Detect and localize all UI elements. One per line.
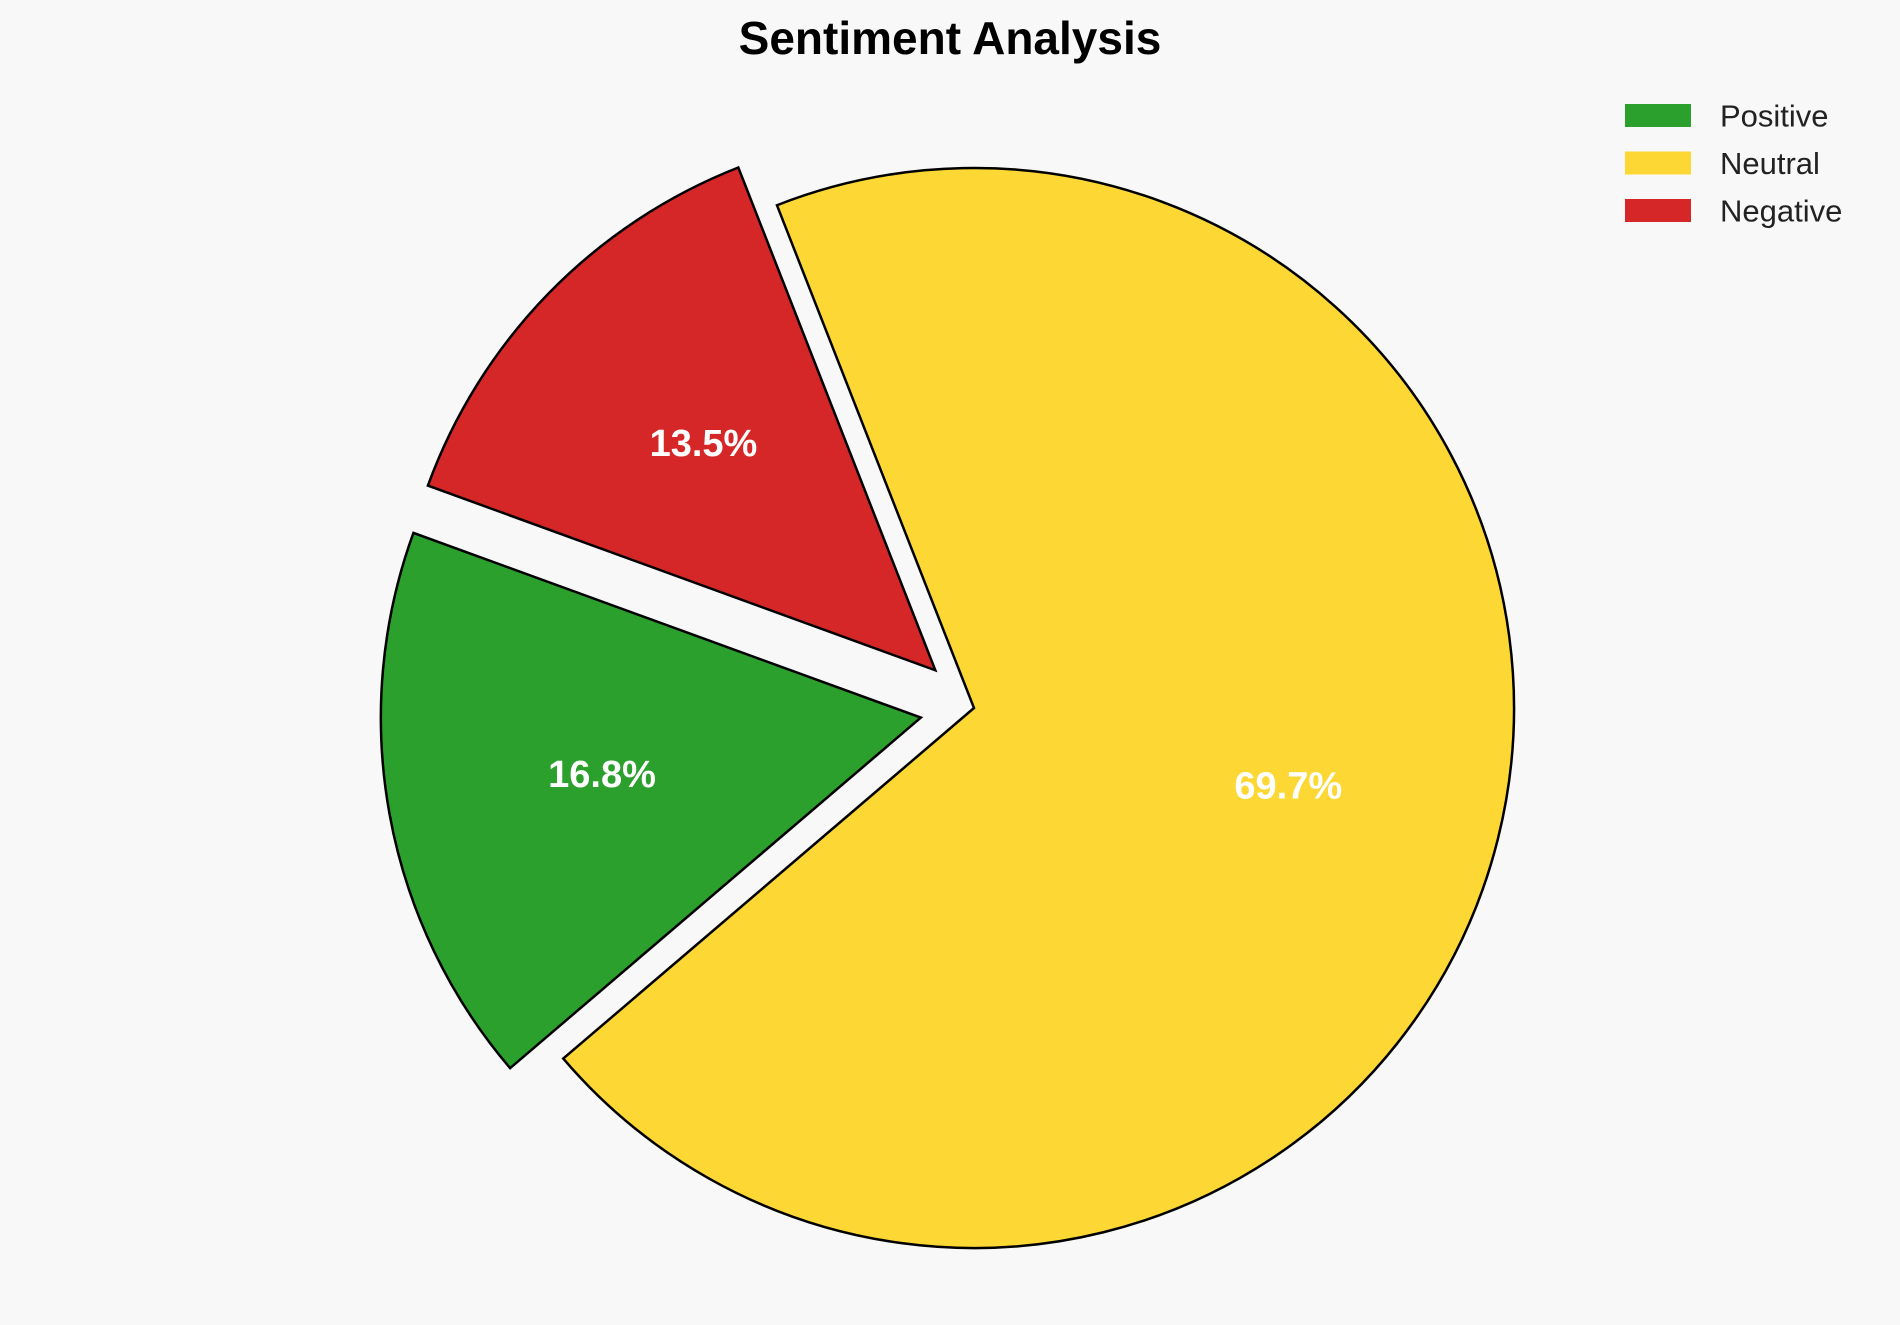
pie-slice-positive <box>379 531 924 1070</box>
legend-label-neutral: Neutral <box>1720 146 1820 181</box>
legend-swatch-positive <box>1625 104 1691 127</box>
pie-slice-negative <box>426 165 938 673</box>
pie-slice-neutral <box>561 166 1516 1250</box>
legend-label-positive: Positive <box>1720 99 1829 134</box>
slice-label-positive: 16.8% <box>548 754 656 796</box>
chart-title: Sentiment Analysis <box>739 12 1162 64</box>
legend-label-negative: Negative <box>1720 194 1842 229</box>
legend-swatch-negative <box>1625 199 1691 222</box>
slice-label-neutral: 69.7% <box>1234 766 1342 808</box>
legend-swatch-neutral <box>1625 151 1691 175</box>
pie-slices <box>379 165 1516 1250</box>
slice-labels: 16.8% 69.7% 13.5% <box>548 423 1342 808</box>
legend: Positive Neutral Negative <box>1625 99 1842 229</box>
slice-label-negative: 13.5% <box>650 423 758 465</box>
